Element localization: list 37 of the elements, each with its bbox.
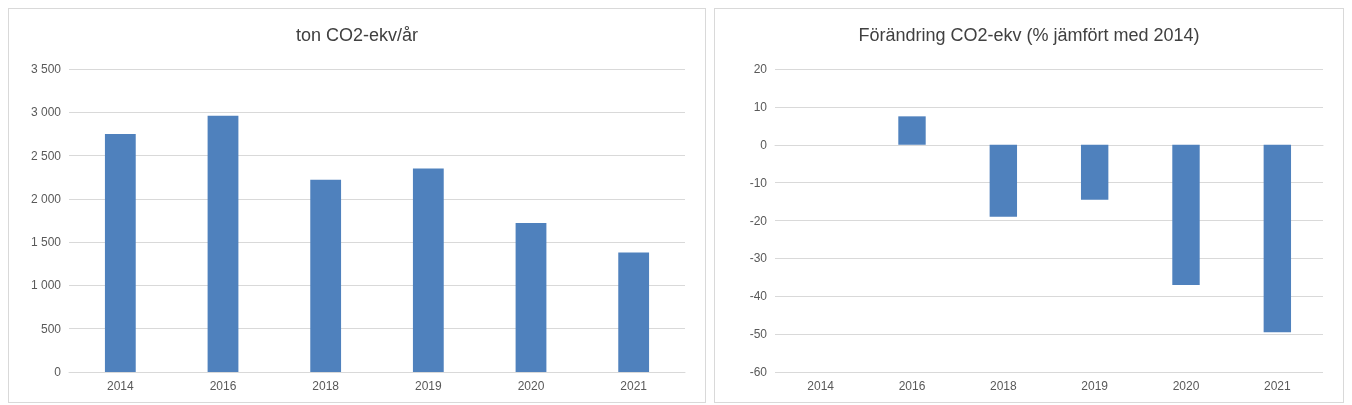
x-tick-label: 2014 [106, 379, 134, 393]
x-tick-label: 2021 [1263, 379, 1291, 393]
y-tick-label: 3 500 [30, 62, 62, 76]
bar [207, 115, 239, 372]
x-tick-label: 2021 [620, 379, 648, 393]
y-tick-label: -60 [749, 365, 768, 379]
y-tick-label: 3 000 [30, 105, 62, 120]
x-tick-label: 2019 [414, 379, 442, 393]
y-tick-label: 20 [753, 62, 768, 76]
y-tick-label: -30 [749, 251, 768, 266]
bar [515, 223, 547, 372]
y-tick-label: -50 [749, 327, 768, 342]
bar [618, 252, 650, 372]
x-tick-label: 2020 [517, 379, 545, 393]
y-tick-label: 0 [54, 365, 62, 379]
y-tick-label: -20 [749, 213, 768, 228]
x-tick-label: 2016 [898, 379, 926, 393]
y-tick-label: -10 [749, 175, 768, 190]
chart-title: ton CO2-ekv/år [295, 25, 419, 45]
y-tick-label: 500 [40, 321, 62, 336]
x-tick-label: 2018 [312, 379, 340, 393]
y-tick-label: 1 000 [30, 278, 62, 293]
y-tick-label: 2 500 [30, 148, 62, 163]
bar [412, 168, 444, 372]
x-tick-label: 2016 [209, 379, 237, 393]
bar [310, 179, 342, 372]
y-tick-label: 10 [753, 99, 768, 114]
y-tick-label: 2 000 [30, 191, 62, 206]
y-tick-label: 1 500 [30, 235, 62, 250]
chart-title: Förändring CO2-ekv (% jämfört med 2014) [858, 25, 1200, 45]
x-tick-label: 2014 [807, 379, 835, 393]
x-tick-label: 2018 [989, 379, 1017, 393]
y-tick-label: -40 [749, 289, 768, 304]
x-tick-label: 2019 [1081, 379, 1109, 393]
x-tick-label: 2020 [1172, 379, 1200, 393]
y-tick-label: 0 [760, 137, 768, 152]
bar [104, 133, 136, 372]
